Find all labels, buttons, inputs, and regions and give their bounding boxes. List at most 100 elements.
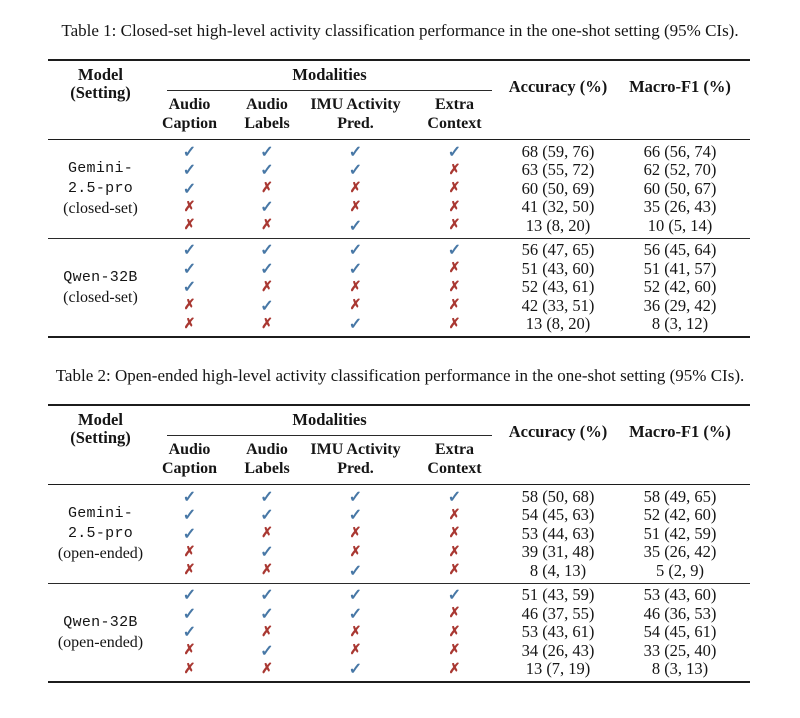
accuracy-value: 13 (8, 20) <box>525 314 591 334</box>
check-icon: ✓ <box>182 507 197 525</box>
accuracy-value: 68 (59, 76) <box>521 141 595 161</box>
cross-icon: ✗ <box>261 316 273 332</box>
cross-icon: ✗ <box>261 279 273 295</box>
check-icon: ✓ <box>260 587 274 605</box>
accuracy-value: 58 (50, 68) <box>521 486 595 506</box>
model-name: 2.5-pro <box>67 180 134 198</box>
macro-f1-value: 46 (36, 53) <box>643 603 717 623</box>
cross-icon: ✗ <box>448 526 461 542</box>
accuracy-value: 13 (7, 19) <box>525 659 591 679</box>
imu-activity-column-header: IMU Activity Pred. <box>308 91 403 139</box>
cross-icon: ✗ <box>183 643 196 659</box>
cross-icon: ✗ <box>183 218 196 234</box>
check-icon: ✓ <box>260 297 274 315</box>
accuracy-value: 53 (43, 61) <box>521 622 595 642</box>
check-icon: ✓ <box>182 162 197 180</box>
macro-f1-value: 51 (41, 57) <box>643 258 717 278</box>
model-setting-cell: Gemini- 2.5-pro (open-ended) <box>48 488 153 581</box>
check-icon: ✓ <box>182 624 197 642</box>
check-icon: ✓ <box>260 260 274 278</box>
check-icon: ✓ <box>260 488 274 506</box>
check-icon: ✓ <box>348 242 363 260</box>
cross-icon: ✗ <box>183 544 196 560</box>
macro-f1-header: Macro-F1 (%) <box>629 77 731 96</box>
accuracy-value: 53 (44, 63) <box>521 523 595 543</box>
cross-icon: ✗ <box>448 279 461 295</box>
extra-context-column-header: Extra Context <box>403 91 506 139</box>
column-header-line: Context <box>427 115 482 132</box>
accuracy-value: 52 (43, 61) <box>521 277 595 297</box>
model-setting: (open-ended) <box>57 545 144 563</box>
column-header-line: Caption <box>161 115 218 132</box>
cross-icon: ✗ <box>261 181 273 197</box>
accuracy-value: 8 (4, 13) <box>529 560 587 580</box>
cross-icon: ✗ <box>448 624 461 640</box>
cross-icon: ✗ <box>183 199 196 215</box>
cross-icon: ✗ <box>448 261 461 277</box>
model-setting-header: Model (Setting) <box>48 61 153 139</box>
check-icon: ✓ <box>182 260 197 278</box>
cross-icon: ✗ <box>261 526 273 542</box>
table-2-body: Gemini- 2.5-pro (open-ended) ✓ ✓ ✓ ✓ 58 (50, 68… <box>48 485 750 683</box>
macro-f1-value: 62 (52, 70) <box>643 160 717 180</box>
cross-icon: ✗ <box>261 661 273 677</box>
model-name: Gemini- <box>67 160 134 178</box>
table-2: Model (Setting) Modalities Accuracy (%) … <box>48 404 750 683</box>
check-icon: ✓ <box>182 143 197 161</box>
macro-f1-value: 53 (43, 60) <box>643 585 717 605</box>
modalities-header-label: Modalities <box>292 65 367 84</box>
accuracy-value: 46 (37, 55) <box>521 603 595 623</box>
check-icon: ✓ <box>182 605 197 623</box>
cross-icon: ✗ <box>349 624 362 640</box>
model-group: Qwen-32B (closed-set) ✓ ✓ ✓ ✓ 56 (47, 65) 56 (4… <box>48 237 750 337</box>
accuracy-header: Accuracy (%) <box>508 422 608 441</box>
table-1-header: Model (Setting) Modalities Accuracy (%) … <box>48 59 750 140</box>
check-icon: ✓ <box>348 661 363 679</box>
model-name: 2.5-pro <box>67 525 134 543</box>
column-header-line: Pred. <box>337 460 374 477</box>
check-icon: ✓ <box>348 507 363 525</box>
audio-caption-column-header: Audio Caption <box>153 436 226 484</box>
check-icon: ✓ <box>348 316 363 334</box>
column-header-line: Labels <box>244 460 290 477</box>
model-setting-header: Model (Setting) <box>48 406 153 484</box>
macro-f1-value: 35 (26, 43) <box>643 197 717 217</box>
column-header-line: Audio <box>246 441 288 458</box>
check-icon: ✓ <box>260 605 274 623</box>
cross-icon: ✗ <box>349 279 362 295</box>
macro-f1-header: Macro-F1 (%) <box>629 422 731 441</box>
check-icon: ✓ <box>348 162 363 180</box>
audio-caption-column-header: Audio Caption <box>153 91 226 139</box>
accuracy-value: 34 (26, 43) <box>521 640 595 660</box>
macro-f1-value: 52 (42, 60) <box>643 505 717 525</box>
accuracy-value: 51 (43, 60) <box>521 258 595 278</box>
model-header-line2: (Setting) <box>70 428 131 447</box>
column-header-line: IMU Activity <box>310 96 401 113</box>
cross-icon: ✗ <box>448 643 461 659</box>
check-icon: ✓ <box>260 143 274 161</box>
modalities-header: Modalities <box>167 61 492 91</box>
cross-icon: ✗ <box>183 563 196 579</box>
column-header-line: Pred. <box>337 115 374 132</box>
check-icon: ✓ <box>260 162 274 180</box>
model-name: Qwen-32B <box>63 613 138 631</box>
check-icon: ✓ <box>260 199 274 217</box>
check-icon: ✓ <box>447 488 462 506</box>
accuracy-value: 60 (50, 69) <box>521 178 595 198</box>
check-icon: ✓ <box>260 507 274 525</box>
table-2-header: Model (Setting) Modalities Accuracy (%) … <box>48 404 750 485</box>
cross-icon: ✗ <box>349 643 362 659</box>
check-icon: ✓ <box>348 562 363 580</box>
check-icon: ✓ <box>348 488 363 506</box>
table-2-caption: Table 2: Open-ended high-level activity … <box>55 366 745 385</box>
model-setting: (closed-set) <box>63 200 138 218</box>
macro-f1-value: 56 (45, 64) <box>643 240 717 260</box>
accuracy-value: 41 (32, 50) <box>521 197 595 217</box>
model-group: Qwen-32B (open-ended) ✓ ✓ ✓ ✓ 51 (43, 59) 53 (4… <box>48 582 750 682</box>
check-icon: ✓ <box>348 587 363 605</box>
cross-icon: ✗ <box>349 181 362 197</box>
cross-icon: ✗ <box>349 544 362 560</box>
table-1: Model (Setting) Modalities Accuracy (%) … <box>48 59 750 338</box>
model-name: Qwen-32B <box>63 268 138 286</box>
macro-f1-value: 60 (50, 67) <box>643 178 717 198</box>
